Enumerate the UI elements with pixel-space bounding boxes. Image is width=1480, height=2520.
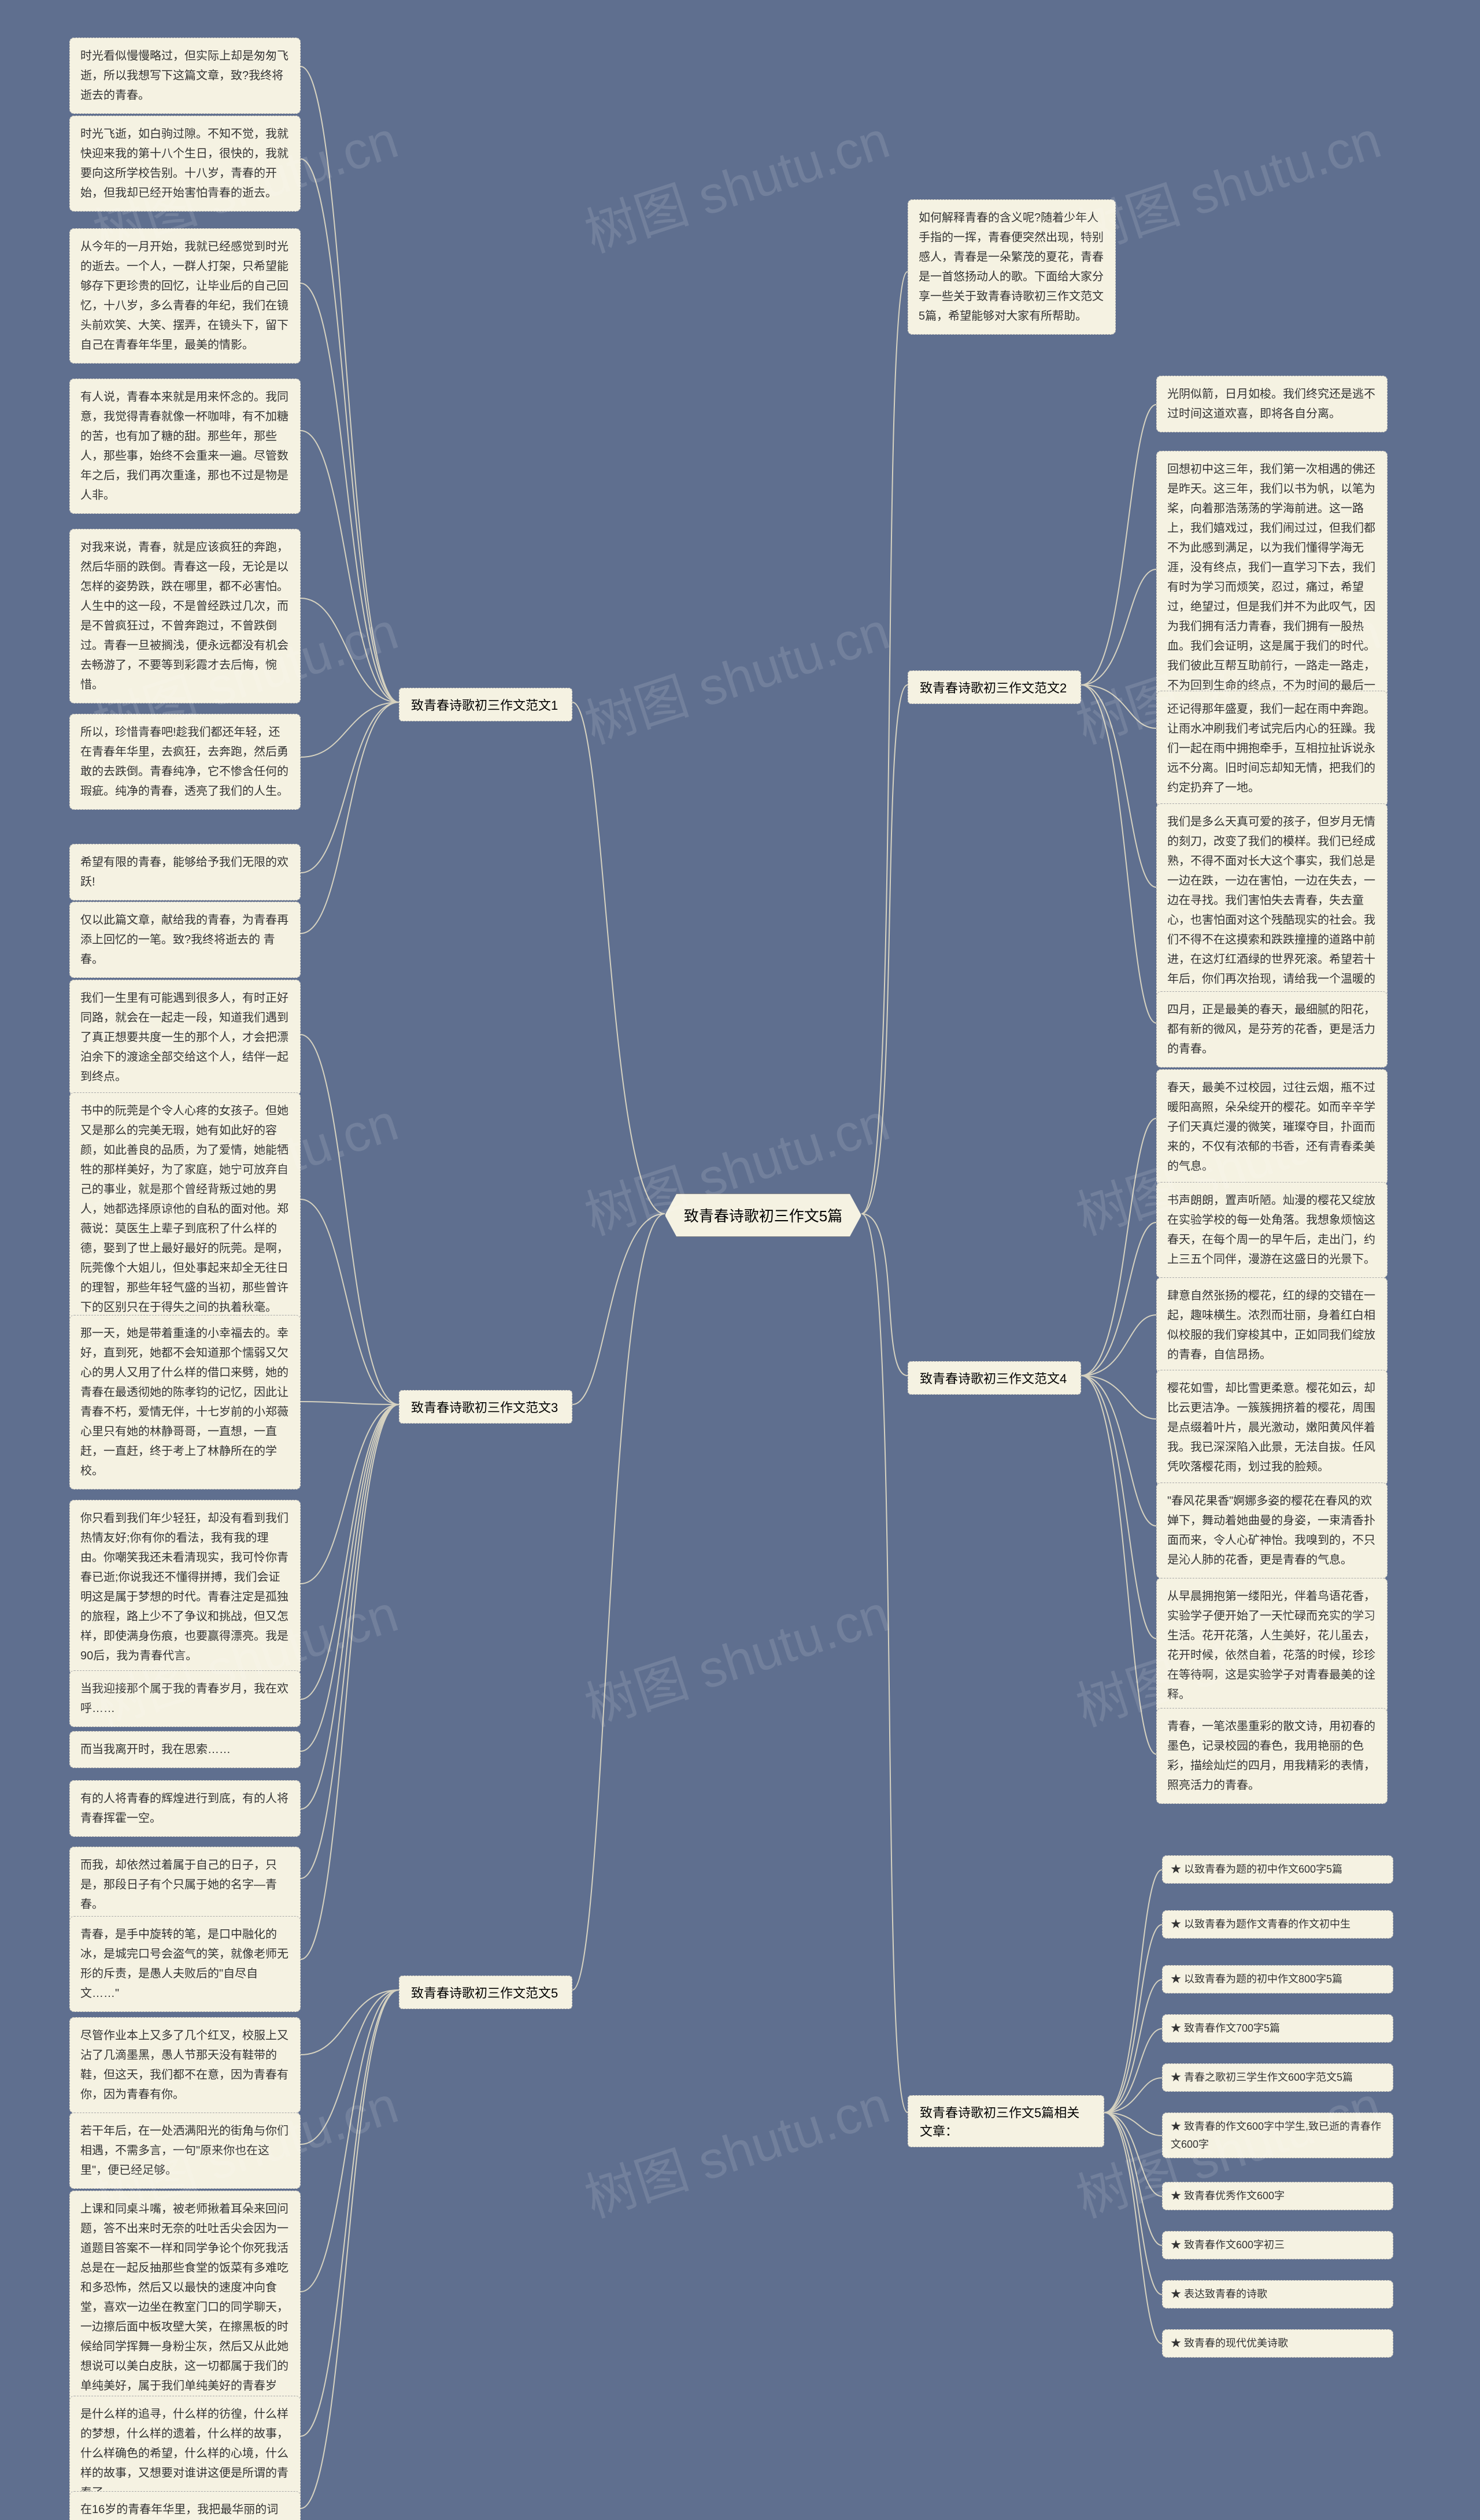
leaf-node: 书声朗朗，置声听陋。灿漫的樱花又绽放在实验学校的每一处角落。我想象烦恼这春天，在… <box>1156 1182 1388 1278</box>
leaf-node: 仅以此篇文章，献给我的青春，为青春再添上回忆的一笔。致?我终将逝去的 青春。 <box>69 902 301 978</box>
related-item: ★ 致青春作文600字初三 <box>1162 2231 1393 2259</box>
related-item: ★ 以致青春为题的初中作文600字5篇 <box>1162 1855 1393 1884</box>
branch-node: 致青春诗歌初三作文范文5 <box>399 1976 572 2009</box>
related-item: ★ 表达致青春的诗歌 <box>1162 2280 1393 2308</box>
leaf-node: 春天，最美不过校园，过往云烟，瓶不过暖阳高照，朵朵绽开的樱花。如而辛辛学子们天真… <box>1156 1069 1388 1185</box>
leaf-node: 希望有限的青春，能够给予我们无限的欢跃! <box>69 844 301 900</box>
leaf-node: 当我迎接那个属于我的青春岁月，我在欢呼…… <box>69 1670 301 1727</box>
branch-node: 致青春诗歌初三作文范文1 <box>399 688 572 721</box>
leaf-node: 有人说，青春本来就是用来怀念的。我同意，我觉得青春就像一杯咖啡，有不加糖的苦，也… <box>69 379 301 514</box>
leaf-node: 从今年的一月开始，我就已经感觉到时光的逝去。一个人，一群人打架，只希望能够存下更… <box>69 228 301 364</box>
leaf-node: 从早晨拥抱第一缕阳光，伴着鸟语花香，实验学子便开始了一天忙碌而充实的学习生活。花… <box>1156 1578 1388 1713</box>
mindmap-canvas: 致青春诗歌初三作文5篇 如何解释青春的含义呢?随着少年人手指的一挥，青春便突然出… <box>0 0 1480 2520</box>
leaf-node: 时光飞逝，如白驹过隙。不知不觉，我就快迎来我的第十八个生日，很快的，我就要向这所… <box>69 116 301 212</box>
leaf-node: "春风花果香"婀娜多姿的樱花在春风的欢婵下，舞动着她曲曼的身姿，一束清香扑面而来… <box>1156 1483 1388 1578</box>
watermark: 树图 shutu.cn <box>574 1572 897 1740</box>
leaf-node: 而我，却依然过着属于自己的日子，只是，那段日子有个只属于她的名字—青春。 <box>69 1847 301 1923</box>
leaf-node: 若干年后，在一处洒满阳光的街角与你们相遇，不需多言，一句"原来你也在这里"，便已… <box>69 2113 301 2189</box>
branch-node: 致青春诗歌初三作文范文2 <box>908 670 1081 704</box>
leaf-node: 书中的阮莞是个令人心疼的女孩子。但她又是那么的完美无瑕，她有如此好的容颜，如此善… <box>69 1092 301 1326</box>
leaf-node: 在16岁的青春年华里，我把最华丽的词藻，最动人的词句全部送给你，为终将逝去的青春… <box>69 2491 301 2520</box>
related-item: ★ 以致青春为题作文青春的作文初中生 <box>1162 1910 1393 1939</box>
leaf-node: 青春，是手中旋转的笔，是口中融化的冰，是城完口号会盗气的笑，就像老师无形的斥责，… <box>69 1916 301 2012</box>
leaf-node: 回想初中这三年，我们第一次相遇的佛还是昨天。这三年，我们以书为帆，以笔为桨，向着… <box>1156 451 1388 724</box>
intro-node: 如何解释青春的含义呢?随着少年人手指的一挥，青春便突然出现，特别感人，青春是一朵… <box>908 199 1116 335</box>
leaf-node: 那一天，她是带着重逢的小幸福去的。幸好，直到死，她都不会知道那个懦弱又欠心的男人… <box>69 1315 301 1489</box>
leaf-node: 尽管作业本上又多了几个红叉，校服上又沾了几滴墨黑，愚人节那天没有鞋带的鞋，但这天… <box>69 2017 301 2113</box>
branch-node: 致青春诗歌初三作文5篇相关文章： <box>908 2095 1104 2147</box>
branch-node: 致青春诗歌初三作文范文4 <box>908 1361 1081 1395</box>
root-node: 致青春诗歌初三作文5篇 <box>665 1194 861 1237</box>
watermark: 树图 shutu.cn <box>574 589 897 758</box>
leaf-node: 樱花如雪，却比雪更柔意。樱花如云，却比云更洁净。一簇簇拥挤着的樱花，周围是点缀着… <box>1156 1370 1388 1485</box>
watermark: 树图 shutu.cn <box>574 98 897 266</box>
related-item: ★ 致青春的现代优美诗歌 <box>1162 2329 1393 2358</box>
leaf-node: 四月，正是最美的春天，最细腻的阳花，都有新的微风，是芬芳的花香，更是活力的青春。 <box>1156 991 1388 1068</box>
related-item: ★ 致青春作文700字5篇 <box>1162 2014 1393 2043</box>
watermark: 树图 shutu.cn <box>574 2063 897 2232</box>
leaf-node: 肆意自然张扬的樱花，红的绿的交错在一起，趣味横生。浓烈而壮丽，身着红白相似校服的… <box>1156 1277 1388 1373</box>
branch-node: 致青春诗歌初三作文范文3 <box>399 1390 572 1424</box>
leaf-node: 时光看似慢慢略过，但实际上却是匆匆飞逝，所以我想写下这篇文章，致?我终将逝去的青… <box>69 38 301 114</box>
leaf-node: 青春，一笔浓墨重彩的散文诗，用初春的墨色，记录校园的春色，我用艳丽的色彩，描绘灿… <box>1156 1708 1388 1804</box>
related-item: ★ 以致青春为题的初中作文800字5篇 <box>1162 1965 1393 1993</box>
leaf-node: 对我来说，青春，就是应该疯狂的奔跑，然后华丽的跌倒。青春这一段，无论是以怎样的姿… <box>69 529 301 703</box>
leaf-node: 有的人将青春的辉煌进行到底，有的人将青春挥霍一空。 <box>69 1780 301 1837</box>
related-item: ★ 致青春的作文600字中学生,致已逝的青春作文600字 <box>1162 2113 1393 2158</box>
leaf-node: 我们一生里有可能遇到很多人，有时正好同路，就会在一起走一段，知道我们遇到了真正想… <box>69 980 301 1095</box>
leaf-node: 上课和同桌斗嘴，被老师揪着耳朵来回问题，答不出来时无奈的吐吐舌尖会因为一道题目答… <box>69 2191 301 2424</box>
leaf-node: 光阴似箭，日月如梭。我们终究还是逃不过时间这道欢喜，即将各自分离。 <box>1156 376 1388 432</box>
leaf-node: 所以，珍惜青春吧!趁我们都还年轻，还在青春年华里，去疯狂，去奔跑，然后勇敢的去跌… <box>69 714 301 810</box>
leaf-node: 而当我离开时，我在思索…… <box>69 1731 301 1768</box>
leaf-node: 还记得那年盛夏，我们一起在雨中奔跑。让雨水冲刷我们考试完后内心的狂躁。我们一起在… <box>1156 691 1388 806</box>
related-item: ★ 致青春优秀作文600字 <box>1162 2182 1393 2210</box>
related-item: ★ 青春之歌初三学生作文600字范文5篇 <box>1162 2063 1393 2092</box>
leaf-node: 你只看到我们年少轻狂，却没有看到我们热情友好;你有你的看法，我有我的理由。你嘲笑… <box>69 1500 301 1674</box>
